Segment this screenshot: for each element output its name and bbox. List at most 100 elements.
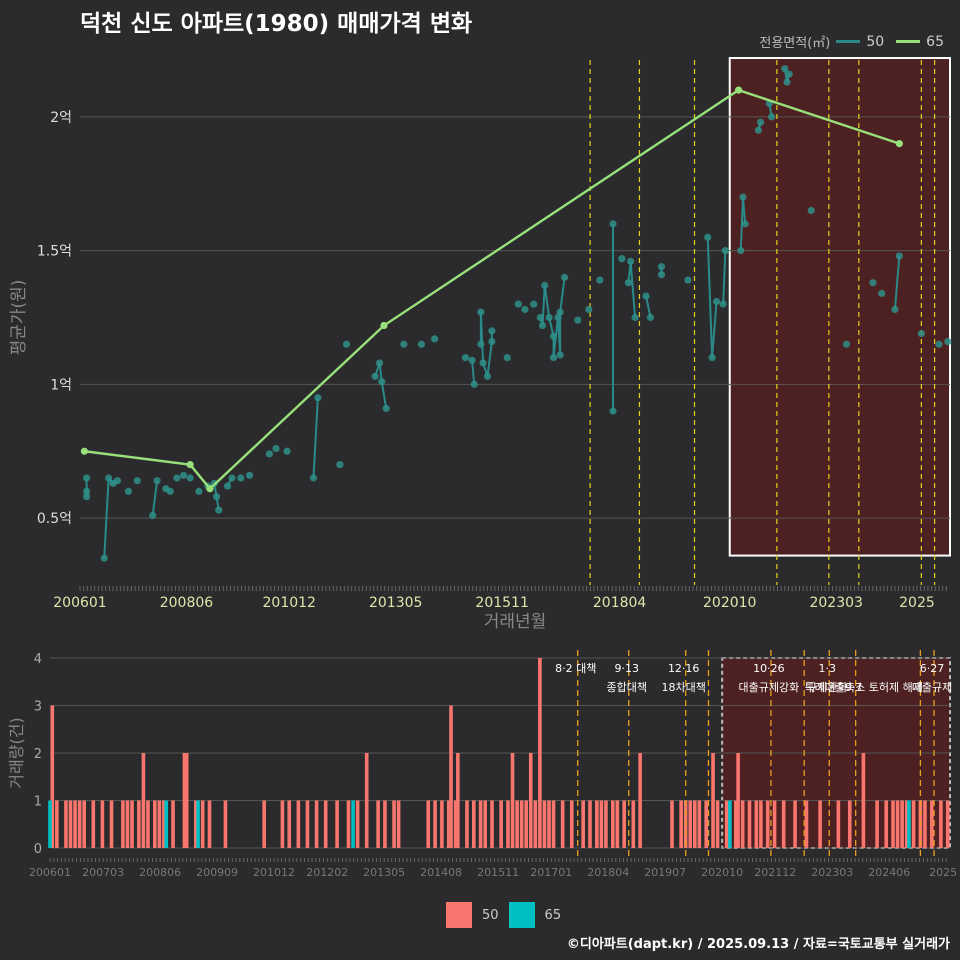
volume-bar-50 [262, 800, 266, 848]
volume-bar-50 [471, 800, 476, 848]
volume-bar-50 [364, 753, 369, 848]
series-50-point [878, 289, 886, 298]
series-50-point [342, 340, 351, 348]
volume-bar-50 [923, 800, 927, 848]
volume-bar-50 [146, 800, 150, 848]
series-50-point [549, 332, 558, 340]
volume-bar-50 [121, 800, 125, 848]
volume-bar-50 [610, 800, 615, 848]
series-50-point [785, 70, 793, 78]
series-50-point [186, 474, 194, 482]
event-annotation: 규제완화 [807, 681, 847, 694]
volume-bar-65 [728, 800, 732, 848]
volume-y-tick-label: 2 [34, 747, 42, 762]
volume-bar-50 [569, 800, 574, 848]
series-50-point [560, 273, 569, 281]
series-50-point [477, 340, 485, 348]
volume-bar-50 [622, 800, 626, 848]
event-annotation: 10·26 [753, 662, 785, 675]
volume-bar-50 [861, 753, 866, 848]
volume-bar-50 [483, 800, 487, 848]
volume-bar-50 [911, 800, 916, 848]
series-50-point [100, 554, 108, 562]
volume-bar-50 [581, 800, 585, 848]
y-tick-label: 2억 [50, 110, 72, 126]
event-annotation: 1·3 [818, 662, 836, 675]
volume-bar-50 [704, 800, 709, 848]
volume-x-tick-label: 200601 [29, 866, 71, 879]
volume-bar-50 [305, 800, 310, 848]
series-50-segment [312, 397, 319, 479]
volume-bar-50 [599, 800, 604, 848]
series-50-point [842, 340, 851, 348]
volume-bar-65 [351, 800, 355, 848]
highlight-box [728, 57, 951, 557]
series-50-point [891, 305, 899, 314]
series-50-point [657, 271, 666, 279]
x-tick-label: 201804 [593, 595, 647, 611]
volume-y-tick-label: 4 [34, 652, 42, 667]
volume-x-tick-label: 201202 [306, 866, 348, 879]
series-50-point [869, 279, 877, 287]
volume-bar-50 [392, 800, 396, 848]
volume-x-tick-label: 201012 [253, 866, 295, 879]
volume-bar-50 [900, 800, 904, 848]
series-65-line [84, 88, 900, 491]
series-65-point [206, 485, 214, 493]
series-50-point [105, 474, 113, 482]
series-50-point [767, 113, 776, 121]
series-50-point [739, 193, 747, 201]
series-50-segment [471, 360, 476, 385]
series-50-point [609, 407, 617, 415]
volume-bar-50 [847, 800, 852, 848]
volume-bar-50 [711, 753, 715, 848]
series-50-point [309, 474, 318, 482]
series-50-segment [645, 295, 652, 318]
chart-title: 덕천 신도 아파트(1980) 매매가격 변화 [80, 11, 473, 37]
series-50-point [917, 329, 925, 338]
series-50-point [228, 474, 236, 482]
volume-bar-50 [323, 800, 328, 848]
volume-x-tick-label: 200703 [82, 866, 124, 879]
series-50-point [223, 482, 232, 490]
series-50-segment [486, 341, 493, 377]
series-50-point [483, 372, 492, 380]
volume-bar-50 [396, 800, 401, 848]
legend-volume-swatch-65 [508, 902, 535, 928]
event-annotation: 18차대책 [662, 681, 706, 694]
legend-label-50: 50 [866, 33, 885, 50]
volume-bar-50 [772, 800, 777, 848]
volume-bar-50 [376, 800, 380, 848]
series-50-point [488, 337, 496, 346]
legend-volume-swatch-50 [446, 902, 472, 928]
series-50-point [166, 487, 174, 495]
volume-bar-50 [200, 800, 205, 848]
series-50-point [708, 354, 716, 362]
event-annotation: 9·7 [845, 681, 863, 694]
volume-x-tick-label: 200909 [196, 866, 238, 879]
series-50-point [895, 252, 903, 260]
x-tick-label: 202010 [703, 595, 756, 611]
volume-bar-50 [91, 800, 96, 848]
volume-bar-50 [524, 800, 529, 848]
series-50-segment [741, 197, 747, 224]
x-tick-label: 2025 [899, 595, 935, 611]
volume-x-tick-label: 202112 [754, 866, 796, 879]
series-50-point [124, 487, 133, 495]
volume-bar-50 [433, 800, 437, 848]
series-50-point [541, 281, 549, 289]
volume-bar-50 [426, 800, 431, 848]
series-50-point [538, 321, 547, 330]
series-50-point [754, 126, 762, 134]
series-50-segment [559, 277, 566, 313]
y-tick-label: 1억 [50, 377, 72, 393]
legend-area: 전용면적(㎡) 50 65 [759, 32, 950, 52]
series-50-point [477, 308, 485, 316]
volume-bar-50 [759, 800, 763, 848]
volume-bar-50 [184, 753, 189, 848]
volume-x-tick-label: 202303 [811, 866, 853, 879]
series-50-point [265, 450, 274, 458]
series-50-point [631, 313, 639, 322]
series-50-point [503, 354, 511, 362]
